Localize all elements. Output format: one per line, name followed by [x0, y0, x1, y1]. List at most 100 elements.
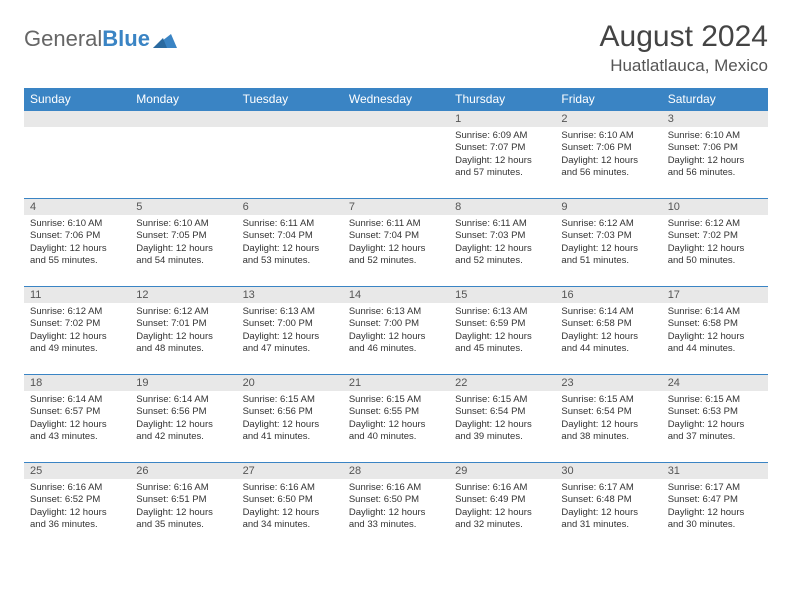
- calendar-day-cell: 15Sunrise: 6:13 AM Sunset: 6:59 PM Dayli…: [449, 287, 555, 375]
- day-sun-info: Sunrise: 6:14 AM Sunset: 6:58 PM Dayligh…: [555, 303, 661, 359]
- calendar-day-cell: 22Sunrise: 6:15 AM Sunset: 6:54 PM Dayli…: [449, 375, 555, 463]
- day-number: [343, 111, 449, 127]
- day-number: 21: [343, 375, 449, 391]
- day-sun-info: Sunrise: 6:16 AM Sunset: 6:52 PM Dayligh…: [24, 479, 130, 535]
- calendar-day-cell: [24, 111, 130, 199]
- calendar-day-cell: 11Sunrise: 6:12 AM Sunset: 7:02 PM Dayli…: [24, 287, 130, 375]
- day-number: 19: [130, 375, 236, 391]
- calendar-day-cell: 18Sunrise: 6:14 AM Sunset: 6:57 PM Dayli…: [24, 375, 130, 463]
- weekday-header: Thursday: [449, 88, 555, 111]
- day-sun-info: Sunrise: 6:16 AM Sunset: 6:51 PM Dayligh…: [130, 479, 236, 535]
- calendar-day-cell: [343, 111, 449, 199]
- day-sun-info: Sunrise: 6:10 AM Sunset: 7:06 PM Dayligh…: [662, 127, 768, 183]
- day-sun-info: Sunrise: 6:17 AM Sunset: 6:47 PM Dayligh…: [662, 479, 768, 535]
- day-number: 18: [24, 375, 130, 391]
- day-number: 12: [130, 287, 236, 303]
- weekday-header: Wednesday: [343, 88, 449, 111]
- day-number: 28: [343, 463, 449, 479]
- location: Huatlatlauca, Mexico: [600, 56, 768, 76]
- day-sun-info: Sunrise: 6:14 AM Sunset: 6:58 PM Dayligh…: [662, 303, 768, 359]
- weekday-header: Sunday: [24, 88, 130, 111]
- calendar-day-cell: 24Sunrise: 6:15 AM Sunset: 6:53 PM Dayli…: [662, 375, 768, 463]
- day-number: 14: [343, 287, 449, 303]
- day-sun-info: Sunrise: 6:16 AM Sunset: 6:50 PM Dayligh…: [237, 479, 343, 535]
- day-number: 16: [555, 287, 661, 303]
- calendar-day-cell: 26Sunrise: 6:16 AM Sunset: 6:51 PM Dayli…: [130, 463, 236, 551]
- calendar-day-cell: 16Sunrise: 6:14 AM Sunset: 6:58 PM Dayli…: [555, 287, 661, 375]
- calendar-day-cell: 20Sunrise: 6:15 AM Sunset: 6:56 PM Dayli…: [237, 375, 343, 463]
- day-number: 5: [130, 199, 236, 215]
- calendar-week-row: 25Sunrise: 6:16 AM Sunset: 6:52 PM Dayli…: [24, 463, 768, 551]
- calendar-week-row: 18Sunrise: 6:14 AM Sunset: 6:57 PM Dayli…: [24, 375, 768, 463]
- day-number: 20: [237, 375, 343, 391]
- calendar-day-cell: 4Sunrise: 6:10 AM Sunset: 7:06 PM Daylig…: [24, 199, 130, 287]
- day-number: [237, 111, 343, 127]
- day-number: 13: [237, 287, 343, 303]
- day-sun-info: Sunrise: 6:11 AM Sunset: 7:04 PM Dayligh…: [237, 215, 343, 271]
- day-number: 30: [555, 463, 661, 479]
- calendar-day-cell: 14Sunrise: 6:13 AM Sunset: 7:00 PM Dayli…: [343, 287, 449, 375]
- calendar-day-cell: 10Sunrise: 6:12 AM Sunset: 7:02 PM Dayli…: [662, 199, 768, 287]
- day-sun-info: Sunrise: 6:15 AM Sunset: 6:54 PM Dayligh…: [449, 391, 555, 447]
- day-sun-info: Sunrise: 6:15 AM Sunset: 6:53 PM Dayligh…: [662, 391, 768, 447]
- calendar-day-cell: 8Sunrise: 6:11 AM Sunset: 7:03 PM Daylig…: [449, 199, 555, 287]
- day-number: 24: [662, 375, 768, 391]
- day-number: 11: [24, 287, 130, 303]
- day-number: [130, 111, 236, 127]
- calendar-header-row: SundayMondayTuesdayWednesdayThursdayFrid…: [24, 88, 768, 111]
- day-number: 6: [237, 199, 343, 215]
- header: GeneralBlue August 2024 Huatlatlauca, Me…: [24, 20, 768, 76]
- calendar-day-cell: 17Sunrise: 6:14 AM Sunset: 6:58 PM Dayli…: [662, 287, 768, 375]
- calendar-day-cell: 3Sunrise: 6:10 AM Sunset: 7:06 PM Daylig…: [662, 111, 768, 199]
- title-block: August 2024 Huatlatlauca, Mexico: [600, 20, 768, 76]
- calendar-day-cell: 6Sunrise: 6:11 AM Sunset: 7:04 PM Daylig…: [237, 199, 343, 287]
- day-number: 17: [662, 287, 768, 303]
- logo: GeneralBlue: [24, 20, 177, 52]
- day-number: 23: [555, 375, 661, 391]
- day-number: 25: [24, 463, 130, 479]
- day-sun-info: Sunrise: 6:10 AM Sunset: 7:05 PM Dayligh…: [130, 215, 236, 271]
- calendar-day-cell: 1Sunrise: 6:09 AM Sunset: 7:07 PM Daylig…: [449, 111, 555, 199]
- calendar-day-cell: 25Sunrise: 6:16 AM Sunset: 6:52 PM Dayli…: [24, 463, 130, 551]
- day-sun-info: Sunrise: 6:14 AM Sunset: 6:57 PM Dayligh…: [24, 391, 130, 447]
- month-title: August 2024: [600, 20, 768, 54]
- weekday-header: Saturday: [662, 88, 768, 111]
- day-sun-info: Sunrise: 6:11 AM Sunset: 7:04 PM Dayligh…: [343, 215, 449, 271]
- day-number: 15: [449, 287, 555, 303]
- day-sun-info: Sunrise: 6:15 AM Sunset: 6:54 PM Dayligh…: [555, 391, 661, 447]
- calendar-week-row: 11Sunrise: 6:12 AM Sunset: 7:02 PM Dayli…: [24, 287, 768, 375]
- day-number: 4: [24, 199, 130, 215]
- logo-text-1: General: [24, 26, 102, 52]
- day-number: 9: [555, 199, 661, 215]
- day-number: 1: [449, 111, 555, 127]
- calendar-body: 1Sunrise: 6:09 AM Sunset: 7:07 PM Daylig…: [24, 111, 768, 551]
- calendar-table: SundayMondayTuesdayWednesdayThursdayFrid…: [24, 88, 768, 551]
- day-number: 8: [449, 199, 555, 215]
- calendar-day-cell: 30Sunrise: 6:17 AM Sunset: 6:48 PM Dayli…: [555, 463, 661, 551]
- day-number: [24, 111, 130, 127]
- day-sun-info: Sunrise: 6:13 AM Sunset: 7:00 PM Dayligh…: [343, 303, 449, 359]
- day-sun-info: Sunrise: 6:14 AM Sunset: 6:56 PM Dayligh…: [130, 391, 236, 447]
- day-number: 29: [449, 463, 555, 479]
- calendar-day-cell: 12Sunrise: 6:12 AM Sunset: 7:01 PM Dayli…: [130, 287, 236, 375]
- calendar-day-cell: 5Sunrise: 6:10 AM Sunset: 7:05 PM Daylig…: [130, 199, 236, 287]
- calendar-week-row: 4Sunrise: 6:10 AM Sunset: 7:06 PM Daylig…: [24, 199, 768, 287]
- day-sun-info: Sunrise: 6:17 AM Sunset: 6:48 PM Dayligh…: [555, 479, 661, 535]
- day-sun-info: Sunrise: 6:10 AM Sunset: 7:06 PM Dayligh…: [555, 127, 661, 183]
- day-sun-info: Sunrise: 6:12 AM Sunset: 7:03 PM Dayligh…: [555, 215, 661, 271]
- logo-icon: [153, 30, 177, 48]
- day-number: 2: [555, 111, 661, 127]
- day-sun-info: Sunrise: 6:16 AM Sunset: 6:50 PM Dayligh…: [343, 479, 449, 535]
- day-number: 7: [343, 199, 449, 215]
- calendar-week-row: 1Sunrise: 6:09 AM Sunset: 7:07 PM Daylig…: [24, 111, 768, 199]
- calendar-day-cell: 27Sunrise: 6:16 AM Sunset: 6:50 PM Dayli…: [237, 463, 343, 551]
- day-sun-info: Sunrise: 6:16 AM Sunset: 6:49 PM Dayligh…: [449, 479, 555, 535]
- calendar-day-cell: 21Sunrise: 6:15 AM Sunset: 6:55 PM Dayli…: [343, 375, 449, 463]
- calendar-day-cell: 19Sunrise: 6:14 AM Sunset: 6:56 PM Dayli…: [130, 375, 236, 463]
- calendar-day-cell: 29Sunrise: 6:16 AM Sunset: 6:49 PM Dayli…: [449, 463, 555, 551]
- day-number: 22: [449, 375, 555, 391]
- calendar-day-cell: 13Sunrise: 6:13 AM Sunset: 7:00 PM Dayli…: [237, 287, 343, 375]
- calendar-day-cell: [130, 111, 236, 199]
- calendar-day-cell: 2Sunrise: 6:10 AM Sunset: 7:06 PM Daylig…: [555, 111, 661, 199]
- day-number: 26: [130, 463, 236, 479]
